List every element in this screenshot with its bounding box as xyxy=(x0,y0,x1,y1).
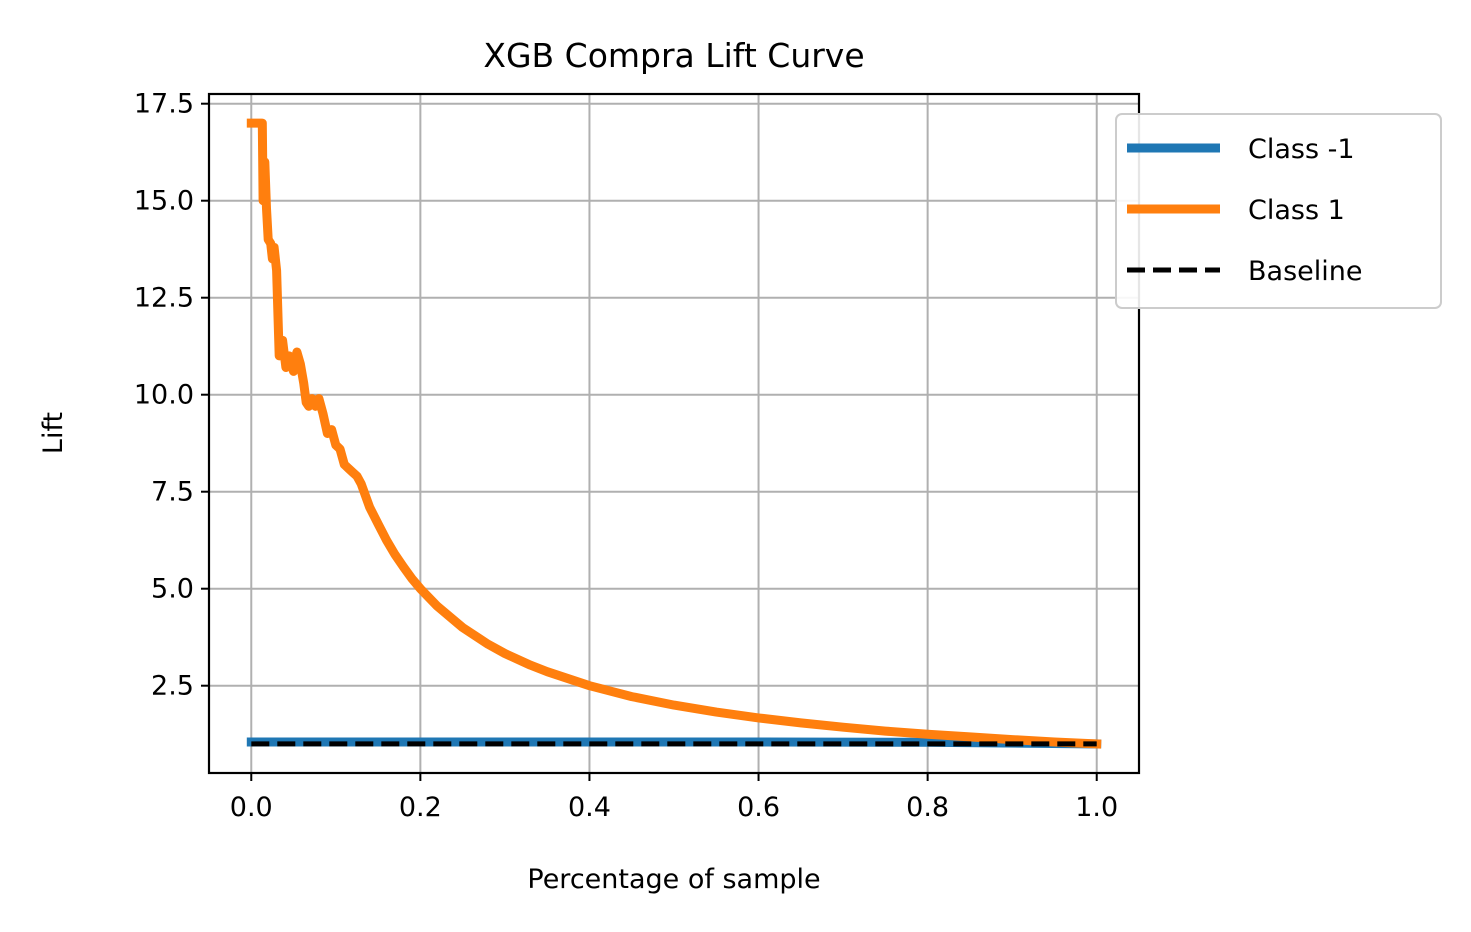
x-tick-label: 0.2 xyxy=(399,792,442,823)
y-axis-label: Lift xyxy=(38,412,69,454)
plot-frame xyxy=(207,92,1141,775)
y-tick-label: 2.5 xyxy=(151,671,194,702)
x-axis-label: Percentage of sample xyxy=(527,864,820,895)
grid xyxy=(209,94,1139,773)
x-tick-label: 0.0 xyxy=(230,792,273,823)
y-tick-label: 15.0 xyxy=(134,186,194,217)
series-layer xyxy=(246,118,1102,749)
series-line-class-1 xyxy=(246,118,1102,749)
x-axis: 0.0 0.2 0.4 0.6 0.8 1.0 xyxy=(230,773,1118,823)
x-tick-label: 0.6 xyxy=(737,792,780,823)
y-tick-label: 5.0 xyxy=(151,574,194,605)
chart-title: XGB Compra Lift Curve xyxy=(483,36,864,75)
y-tick-label: 17.5 xyxy=(134,89,194,120)
legend-label: Class -1 xyxy=(1248,134,1355,165)
x-tick-label: 1.0 xyxy=(1075,792,1118,823)
legend-label: Baseline xyxy=(1248,256,1362,287)
x-tick-label: 0.4 xyxy=(568,792,611,823)
y-axis: 2.5 5.0 7.5 10.0 12.5 15.0 17.5 xyxy=(134,89,209,702)
y-tick-label: 7.5 xyxy=(151,477,194,508)
x-tick-label: 0.8 xyxy=(906,792,949,823)
y-tick-label: 10.0 xyxy=(134,380,194,411)
legend-label: Class 1 xyxy=(1248,195,1345,226)
legend: Class -1 Class 1 Baseline xyxy=(1115,113,1442,309)
legend-box xyxy=(1115,113,1442,309)
y-tick-label: 12.5 xyxy=(134,283,194,314)
